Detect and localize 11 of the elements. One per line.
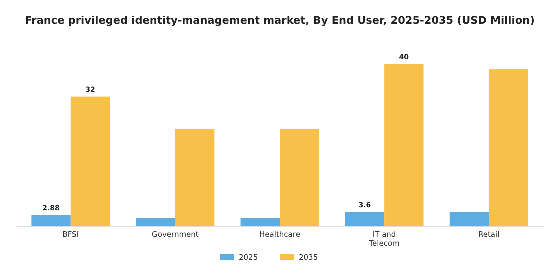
bar <box>175 129 215 227</box>
bar <box>240 218 280 227</box>
bar <box>384 64 424 227</box>
bar <box>280 129 320 227</box>
bar <box>70 96 110 227</box>
bar <box>489 70 528 227</box>
chart-title: France privileged identity-management market, By End User, 2025-2035 (USD Million) <box>25 15 535 27</box>
bar <box>32 215 71 227</box>
bar <box>345 212 385 227</box>
bar <box>136 218 176 227</box>
bar <box>450 212 490 227</box>
